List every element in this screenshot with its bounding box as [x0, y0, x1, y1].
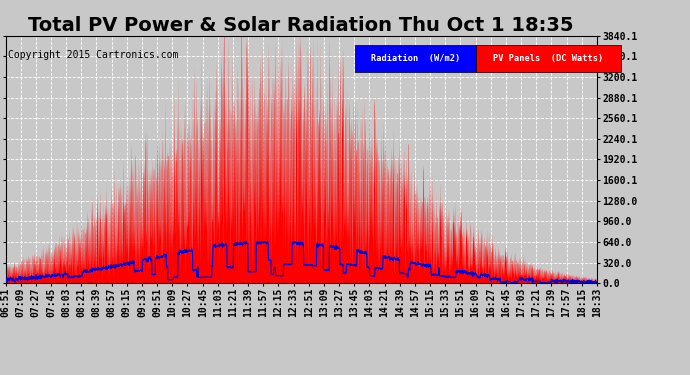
Text: Copyright 2015 Cartronics.com: Copyright 2015 Cartronics.com [8, 50, 179, 60]
Text: PV Panels  (DC Watts): PV Panels (DC Watts) [493, 54, 604, 63]
Title: Total PV Power & Solar Radiation Thu Oct 1 18:35: Total PV Power & Solar Radiation Thu Oct… [28, 16, 574, 36]
Text: Radiation  (W/m2): Radiation (W/m2) [371, 54, 460, 63]
